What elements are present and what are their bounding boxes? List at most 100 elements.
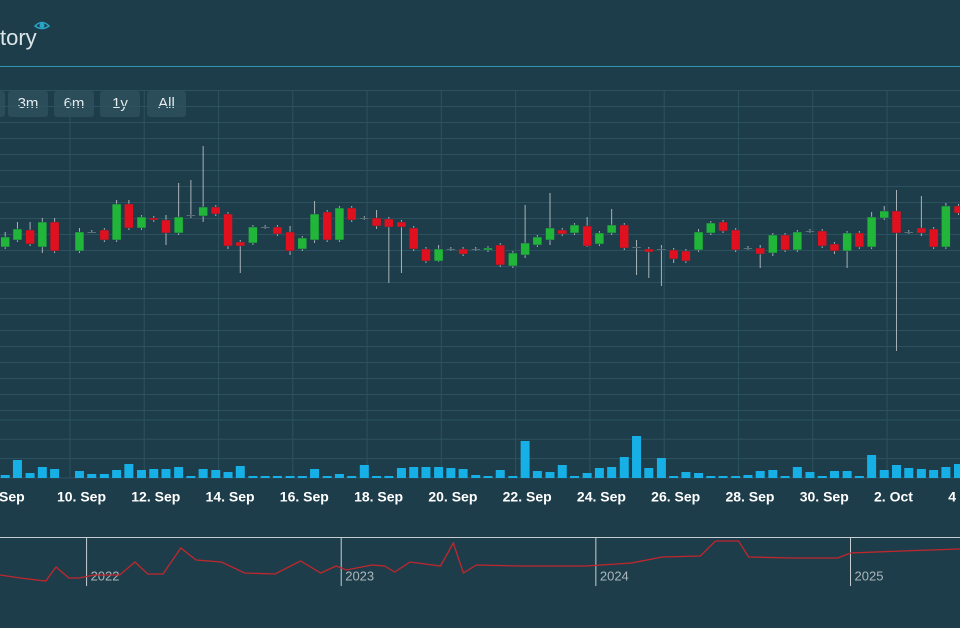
- volume-bar: [929, 470, 939, 478]
- candle-body: [111, 203, 122, 241]
- eye-icon: [33, 21, 51, 30]
- candle-body: [421, 248, 431, 262]
- candle-body: [681, 250, 691, 262]
- candle-body: [495, 244, 505, 266]
- range-button[interactable]: [0, 91, 5, 117]
- volume-bar: [112, 470, 122, 478]
- volume-bar: [879, 470, 889, 478]
- candle-body: [904, 231, 914, 234]
- volume-bar: [644, 468, 654, 478]
- volume-bar: [656, 458, 666, 478]
- candle-body: [594, 232, 605, 245]
- candle-body: [532, 236, 543, 246]
- volume-bar: [136, 470, 146, 478]
- candle-body: [285, 231, 295, 252]
- volume-bar: [260, 476, 270, 478]
- volume-bar: [829, 471, 839, 478]
- candle-body: [854, 232, 865, 248]
- volume-bar: [12, 460, 22, 478]
- volume-bar: [731, 476, 741, 478]
- navigator-label: 2022: [91, 568, 120, 583]
- range-button[interactable]: [8, 91, 48, 117]
- candle-body: [173, 216, 184, 234]
- x-tick-label: 18. Sep: [354, 489, 403, 505]
- x-tick-label: 12. Sep: [131, 489, 180, 505]
- volume-bar: [694, 473, 704, 478]
- volume-bar: [421, 467, 431, 478]
- volume-bar: [149, 469, 159, 478]
- candle-body: [186, 214, 196, 217]
- candle-body: [619, 224, 630, 249]
- x-tick-label: 2. Oct: [874, 489, 913, 505]
- candle-body: [260, 226, 270, 229]
- volume-bar: [74, 471, 84, 478]
- candle-body: [693, 231, 704, 251]
- volume-bar: [235, 466, 245, 478]
- candle-body: [508, 252, 518, 267]
- title: tory: [0, 25, 37, 50]
- range-button[interactable]: [100, 91, 140, 117]
- candle-body: [235, 241, 246, 247]
- x-tick-label: 10. Sep: [57, 489, 106, 505]
- volume-bar: [409, 467, 419, 478]
- candle-body: [272, 226, 283, 235]
- candle-body: [37, 221, 48, 248]
- volume-bar: [941, 467, 951, 478]
- volume-bar: [99, 474, 109, 478]
- volume-bar: [248, 476, 258, 478]
- volume-bar: [372, 476, 382, 478]
- candle-body: [74, 231, 85, 252]
- candle-body: [743, 247, 753, 250]
- volume-bar: [446, 468, 456, 478]
- candle-body: [606, 224, 617, 234]
- volume-bar: [347, 476, 357, 478]
- x-tick-label: 24. Sep: [577, 489, 626, 505]
- candle-body: [582, 225, 592, 247]
- range-button[interactable]: [147, 91, 186, 117]
- candle-body: [520, 242, 530, 256]
- volume-bar: [842, 471, 852, 478]
- x-tick-label: 16. Sep: [280, 489, 329, 505]
- candle-body: [792, 231, 803, 251]
- volume-bar: [632, 436, 642, 478]
- range-button[interactable]: [54, 91, 94, 117]
- range-button-label[interactable]: All: [158, 95, 175, 112]
- volume-bar: [272, 476, 282, 478]
- volume-bar: [532, 471, 542, 478]
- candle-body: [297, 237, 308, 250]
- volume-bar: [396, 468, 406, 478]
- candle-body: [891, 210, 902, 234]
- candle-body: [309, 213, 320, 241]
- volume-bar: [706, 476, 716, 478]
- x-tick-label: 28. Sep: [725, 489, 774, 505]
- candle-body: [248, 226, 258, 244]
- volume-bar: [755, 471, 765, 478]
- candle-body: [829, 243, 840, 252]
- volume-bar: [520, 441, 530, 478]
- volume-bar: [471, 475, 481, 478]
- candle-body: [780, 234, 790, 251]
- candle-body: [136, 216, 147, 229]
- range-button-label[interactable]: 1y: [112, 95, 128, 112]
- range-button-label[interactable]: 6m: [64, 95, 85, 112]
- candle-body: [198, 206, 208, 217]
- volume-bar: [916, 469, 926, 478]
- candle-body: [161, 219, 171, 234]
- candle-body: [805, 230, 815, 233]
- volume-bar: [458, 469, 468, 478]
- candle-body: [458, 248, 468, 255]
- volume-bar: [570, 476, 580, 478]
- volume-bar: [0, 475, 10, 478]
- candle-body: [916, 227, 927, 234]
- volume-bar: [211, 470, 221, 478]
- candle-body: [668, 249, 679, 260]
- volume-bar: [310, 469, 320, 478]
- x-tick-label: 4: [948, 489, 956, 505]
- candle-body: [557, 229, 568, 235]
- candle-body: [817, 230, 827, 247]
- candle-body: [446, 248, 456, 251]
- candle-body: [953, 205, 960, 214]
- candle-body: [545, 227, 555, 241]
- range-button-label[interactable]: 3m: [18, 95, 39, 112]
